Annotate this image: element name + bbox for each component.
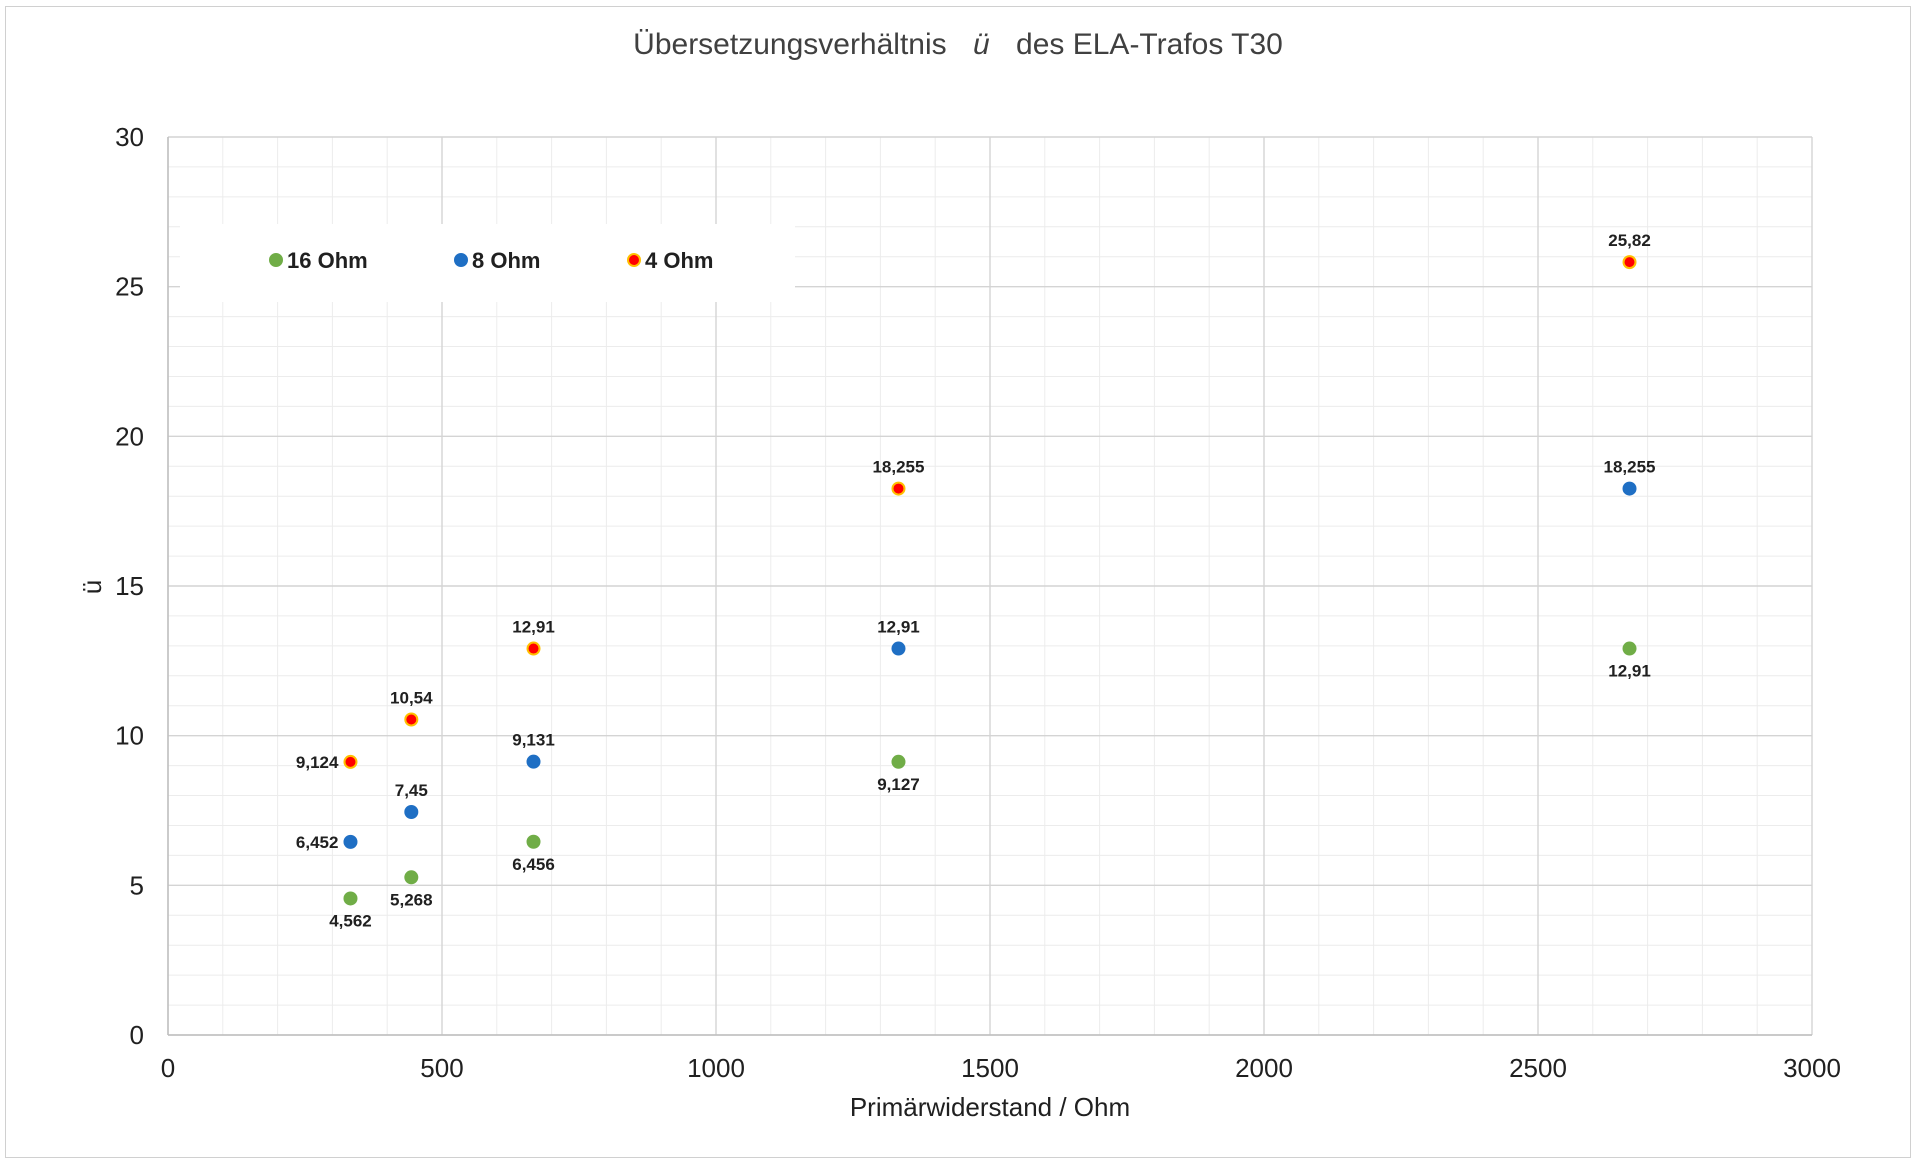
y-tick-label: 20 <box>115 421 144 451</box>
data-points <box>343 255 1637 906</box>
data-point <box>404 804 419 819</box>
chart-title-symbol: ü <box>973 28 990 61</box>
chart-frame <box>5 6 1911 1158</box>
data-label: 4,562 <box>329 911 372 930</box>
data-point <box>343 834 358 849</box>
x-tick-label: 1000 <box>687 1053 745 1083</box>
legend-label: 8 Ohm <box>472 248 540 273</box>
x-tick-label: 3000 <box>1783 1053 1841 1083</box>
data-point <box>343 891 358 906</box>
x-tick-label: 2500 <box>1509 1053 1567 1083</box>
legend-marker <box>454 253 468 267</box>
data-point <box>526 834 541 849</box>
data-point <box>1622 255 1637 270</box>
x-axis-title: Primärwiderstand / Ohm <box>850 1092 1130 1122</box>
data-label: 9,124 <box>296 753 339 772</box>
data-labels: 4,562 5,268 6,456 9,127 12,91 6,452 7,45 9,131 1… <box>296 231 1656 930</box>
legend-label: 4 Ohm <box>645 248 713 273</box>
data-label: 7,45 <box>395 781 428 800</box>
data-point <box>891 641 906 656</box>
data-point <box>404 712 419 727</box>
x-tick-label: 1500 <box>961 1053 1019 1083</box>
data-label: 18,255 <box>1604 458 1656 477</box>
legend-label: 16 Ohm <box>287 248 368 273</box>
legend: 16 Ohm 8 Ohm 4 Ohm <box>180 224 795 302</box>
data-label: 5,268 <box>390 890 433 909</box>
legend-box <box>180 224 795 302</box>
data-label: 12,91 <box>877 618 920 637</box>
data-label: 18,255 <box>872 458 924 477</box>
x-tick-label: 500 <box>420 1053 463 1083</box>
data-label: 9,131 <box>512 731 555 750</box>
data-point <box>526 754 541 769</box>
x-tick-label: 2000 <box>1235 1053 1293 1083</box>
data-label: 12,91 <box>1608 662 1651 681</box>
legend-marker <box>269 253 283 267</box>
data-label: 9,127 <box>877 775 920 794</box>
chart-title-main: Übersetzungsverhältnis <box>633 28 947 61</box>
data-point <box>1622 641 1637 656</box>
y-tick-label: 10 <box>115 721 144 751</box>
chart-title: Übersetzungsverhältnis ü des ELA-Trafos … <box>633 28 1283 61</box>
x-tick-label: 0 <box>161 1053 175 1083</box>
data-label: 6,452 <box>296 833 339 852</box>
data-point <box>1622 481 1637 496</box>
legend-marker <box>627 253 641 267</box>
data-label: 12,91 <box>512 618 555 637</box>
axes: 0 500 1000 1500 2000 2500 3000 0 5 10 15 20 25 30 <box>115 122 1841 1083</box>
data-label: 10,54 <box>390 689 433 708</box>
y-tick-label: 25 <box>115 272 144 302</box>
y-axis-title: ü <box>77 580 107 594</box>
y-tick-label: 0 <box>130 1020 144 1050</box>
data-label: 6,456 <box>512 855 555 874</box>
data-point <box>343 754 358 769</box>
data-point <box>526 641 541 656</box>
data-point <box>404 870 419 885</box>
y-tick-label: 15 <box>115 571 144 601</box>
y-tick-label: 30 <box>115 122 144 152</box>
data-label: 25,82 <box>1608 231 1651 250</box>
data-point <box>891 754 906 769</box>
data-point <box>891 481 906 496</box>
y-tick-label: 5 <box>130 870 144 900</box>
chart-title-rest: des ELA-Trafos T30 <box>1016 28 1283 61</box>
